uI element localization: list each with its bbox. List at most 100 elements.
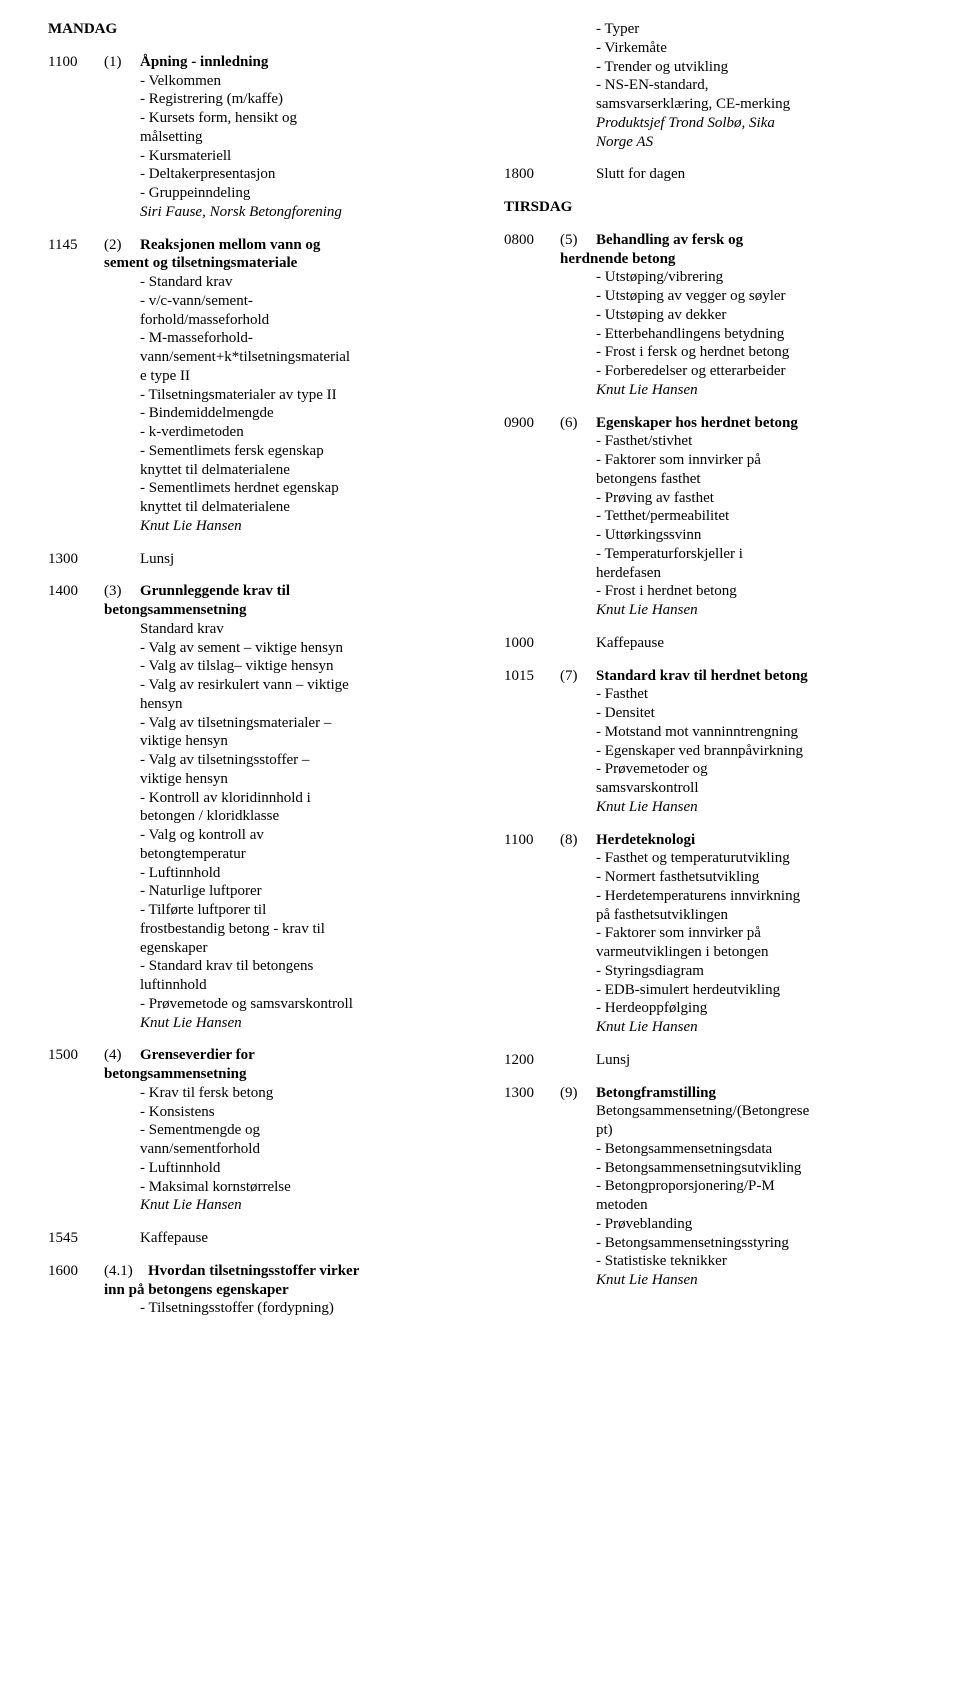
session-number: (9)	[560, 1084, 596, 1103]
line: knyttet til delmaterialene	[140, 498, 464, 517]
session-title-line1: Grunnleggende krav til	[140, 583, 290, 599]
session-title: Kaffepause	[596, 634, 920, 653]
session-1300-lunch: 1300 Lunsj	[48, 550, 464, 569]
line: på fasthetsutviklingen	[596, 906, 920, 925]
line: - Prøvemetode og samsvarskontroll	[140, 995, 464, 1014]
session-title-line2: inn på betongens egenskaper	[104, 1282, 289, 1298]
session-lines: - Standard krav - v/c-vann/sement- forho…	[140, 273, 464, 536]
line: - Luftinnhold	[140, 1159, 464, 1178]
session-title: Betongframstilling	[596, 1085, 716, 1101]
line: - Faktorer som innvirker på	[596, 924, 920, 943]
line: - Virkemåte	[596, 39, 920, 58]
session-title-line1: Grenseverdier for	[140, 1047, 255, 1063]
line: - Faktorer som innvirker på	[596, 451, 920, 470]
line: - Fasthet og temperaturutvikling	[596, 849, 920, 868]
line: - Sementlimets herdnet egenskap	[140, 479, 464, 498]
session-number: (7)	[560, 667, 596, 686]
session-0800: 0800 (5) Behandling av fersk og herdnend…	[504, 231, 920, 400]
speaker: Knut Lie Hansen	[596, 798, 920, 817]
session-title: Slutt for dagen	[596, 165, 920, 184]
session-title: Lunsj	[140, 550, 464, 569]
session-title: Åpning - innledning	[140, 54, 268, 70]
session-lines: Betongsammensetning/(Betongrese pt) - Be…	[596, 1102, 920, 1290]
line: betongtemperatur	[140, 845, 464, 864]
session-lines: Standard krav - Valg av sement – viktige…	[140, 620, 464, 1033]
session-0900: 0900 (6) Egenskaper hos herdnet betong -…	[504, 414, 920, 620]
line: - Sementmengde og	[140, 1121, 464, 1140]
line: - Frost i herdnet betong	[596, 582, 920, 601]
line: - Valg av tilslag– viktige hensyn	[140, 657, 464, 676]
time: 1000	[504, 634, 560, 653]
line: - Standard krav til betongens	[140, 957, 464, 976]
line: - Tetthet/permeabilitet	[596, 507, 920, 526]
line: herdefasen	[596, 564, 920, 583]
line: samsvarskontroll	[596, 779, 920, 798]
time: 0900	[504, 414, 560, 433]
line: - M-masseforhold-	[140, 329, 464, 348]
session-number: (4.1)	[104, 1262, 148, 1281]
line: hensyn	[140, 695, 464, 714]
line: - Prøvemetoder og	[596, 760, 920, 779]
session-lines: - Fasthet - Densitet - Motstand mot vann…	[596, 685, 920, 816]
line: - Konsistens	[140, 1103, 464, 1122]
line: - Bindemiddelmengde	[140, 404, 464, 423]
line: pt)	[596, 1121, 920, 1140]
session-title-line2: herdnende betong	[560, 251, 675, 267]
line: - Typer	[596, 20, 920, 39]
line: betongen / kloridklasse	[140, 807, 464, 826]
line: - Kursmateriell	[140, 147, 464, 166]
session-1800-end: 1800 Slutt for dagen	[504, 165, 920, 184]
line: Standard krav	[140, 620, 464, 639]
time: 1545	[48, 1229, 104, 1248]
session-title: Lunsj	[596, 1051, 920, 1070]
line: egenskaper	[140, 939, 464, 958]
time: 1015	[504, 667, 560, 686]
line: - Tilsetningsmaterialer av type II	[140, 386, 464, 405]
session-lines: - Velkommen - Registrering (m/kaffe) - K…	[140, 72, 464, 222]
line: - Standard krav	[140, 273, 464, 292]
line: - Valg av tilsetningsstoffer –	[140, 751, 464, 770]
line: varmeutviklingen i betongen	[596, 943, 920, 962]
line: e type II	[140, 367, 464, 386]
line: - Prøveblanding	[596, 1215, 920, 1234]
session-number: (4)	[104, 1046, 140, 1065]
line: - NS-EN-standard,	[596, 76, 920, 95]
session-1000-coffee: 1000 Kaffepause	[504, 634, 920, 653]
line: knyttet til delmaterialene	[140, 461, 464, 480]
line: viktige hensyn	[140, 732, 464, 751]
time: 1200	[504, 1051, 560, 1070]
speaker: Knut Lie Hansen	[596, 381, 920, 400]
line: - Krav til fersk betong	[140, 1084, 464, 1103]
session-lines: - Typer - Virkemåte - Trender og utvikli…	[596, 20, 920, 151]
line: - Betongsammensetningsstyring	[596, 1234, 920, 1253]
speaker: Siri Fause, Norsk Betongforening	[140, 203, 464, 222]
line: - Densitet	[596, 704, 920, 723]
page: MANDAG 1100 (1) Åpning - innledning - Ve…	[0, 0, 960, 1693]
time: 1300	[504, 1084, 560, 1103]
line: forhold/masseforhold	[140, 311, 464, 330]
line: frostbestandig betong - krav til	[140, 920, 464, 939]
session-title: Egenskaper hos herdnet betong	[596, 415, 798, 431]
time: 1800	[504, 165, 560, 184]
line: - Naturlige luftporer	[140, 882, 464, 901]
line: vann/sement+k*tilsetningsmaterial	[140, 348, 464, 367]
line: - v/c-vann/sement-	[140, 292, 464, 311]
line: - Luftinnhold	[140, 864, 464, 883]
session-1545-coffee: 1545 Kaffepause	[48, 1229, 464, 1248]
left-column: MANDAG 1100 (1) Åpning - innledning - Ve…	[48, 20, 464, 1332]
line: betongens fasthet	[596, 470, 920, 489]
line: - Statistiske teknikker	[596, 1252, 920, 1271]
session-lines: - Fasthet/stivhet - Faktorer som innvirk…	[596, 432, 920, 620]
line: - Trender og utvikling	[596, 58, 920, 77]
line: - Valg av sement – viktige hensyn	[140, 639, 464, 658]
session-title: Herdeteknologi	[596, 832, 695, 848]
session-lines: - Tilsetningsstoffer (fordypning)	[140, 1299, 464, 1318]
session-1145: 1145 (2) Reaksjonen mellom vann og semen…	[48, 236, 464, 536]
line: - Styringsdiagram	[596, 962, 920, 981]
line: - Betongsammensetningsutvikling	[596, 1159, 920, 1178]
session-1100-tue: 1100 (8) Herdeteknologi - Fasthet og tem…	[504, 831, 920, 1037]
line: - Gruppeinndeling	[140, 184, 464, 203]
line: - Sementlimets fersk egenskap	[140, 442, 464, 461]
session-number: (8)	[560, 831, 596, 850]
line: - Maksimal kornstørrelse	[140, 1178, 464, 1197]
